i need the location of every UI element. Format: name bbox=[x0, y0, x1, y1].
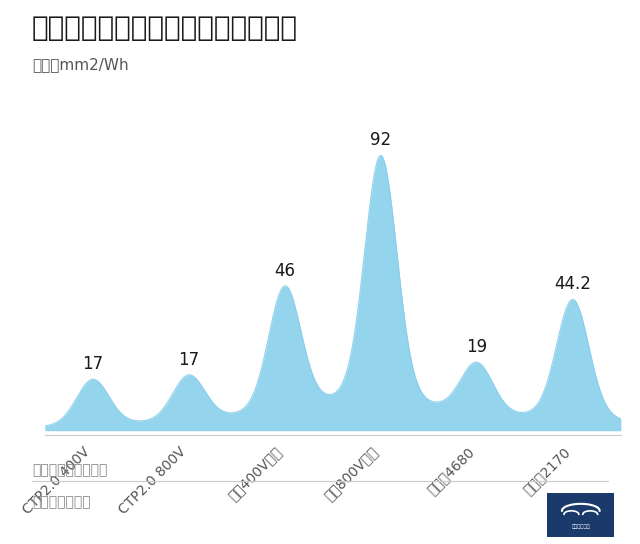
Text: 19: 19 bbox=[466, 338, 488, 356]
Text: 46: 46 bbox=[275, 262, 295, 280]
Text: 宁德时代和特斯拉电芯散热面积比较: 宁德时代和特斯拉电芯散热面积比较 bbox=[32, 14, 298, 41]
Text: 44.2: 44.2 bbox=[554, 275, 591, 293]
Text: 92: 92 bbox=[370, 132, 392, 150]
Text: 17: 17 bbox=[178, 351, 200, 369]
Text: 数据来源：佰算数据: 数据来源：佰算数据 bbox=[32, 463, 108, 478]
Text: 17: 17 bbox=[82, 355, 104, 373]
Text: 苏千叶、朱玉龙: 苏千叶、朱玉龙 bbox=[32, 495, 91, 509]
Text: 单位：mm2/Wh: 单位：mm2/Wh bbox=[32, 57, 129, 72]
Text: 汽车电子设计: 汽车电子设计 bbox=[572, 524, 590, 529]
